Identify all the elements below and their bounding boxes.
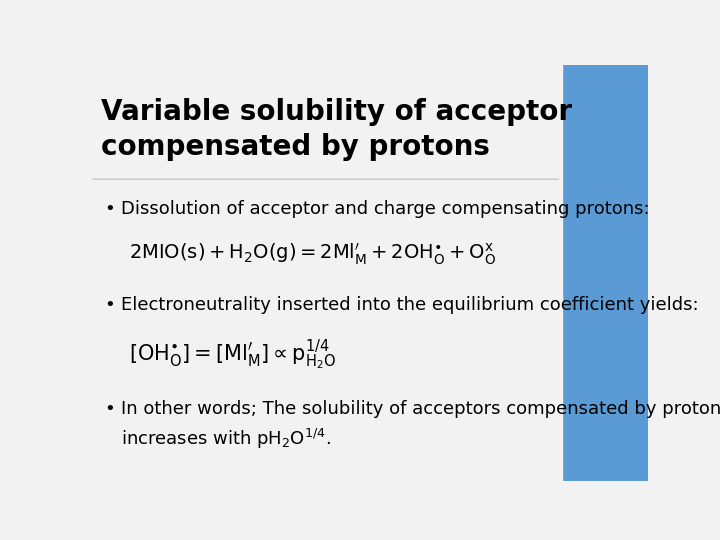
Text: $\mathrm{2MIO(s)+H_2O(g)=2Ml^{\prime}_{M}+2OH^{\bullet}_{O}+O^{x}_{O}}$: $\mathrm{2MIO(s)+H_2O(g)=2Ml^{\prime}_{M… — [129, 241, 496, 267]
Text: In other words; The solubility of acceptors compensated by protons: In other words; The solubility of accept… — [121, 400, 720, 417]
Text: Electroneutrality inserted into the equilibrium coefficient yields:: Electroneutrality inserted into the equi… — [121, 295, 698, 314]
Text: •: • — [104, 295, 114, 314]
Bar — [90, 65, 562, 481]
Text: Variable solubility of acceptor
compensated by protons: Variable solubility of acceptor compensa… — [101, 98, 572, 161]
Bar — [562, 65, 648, 481]
Text: •: • — [104, 400, 114, 417]
Text: Dissolution of acceptor and charge compensating protons:: Dissolution of acceptor and charge compe… — [121, 200, 649, 218]
Text: increases with $\mathrm{pH_2O^{1/4}}$.: increases with $\mathrm{pH_2O^{1/4}}$. — [121, 427, 330, 451]
Text: $\mathrm{[OH^{\bullet}_{O}]=[Ml^{\prime}_{M}]\propto p^{1/4}_{H_2O}}$: $\mathrm{[OH^{\bullet}_{O}]=[Ml^{\prime}… — [129, 337, 336, 372]
Text: •: • — [104, 200, 114, 218]
